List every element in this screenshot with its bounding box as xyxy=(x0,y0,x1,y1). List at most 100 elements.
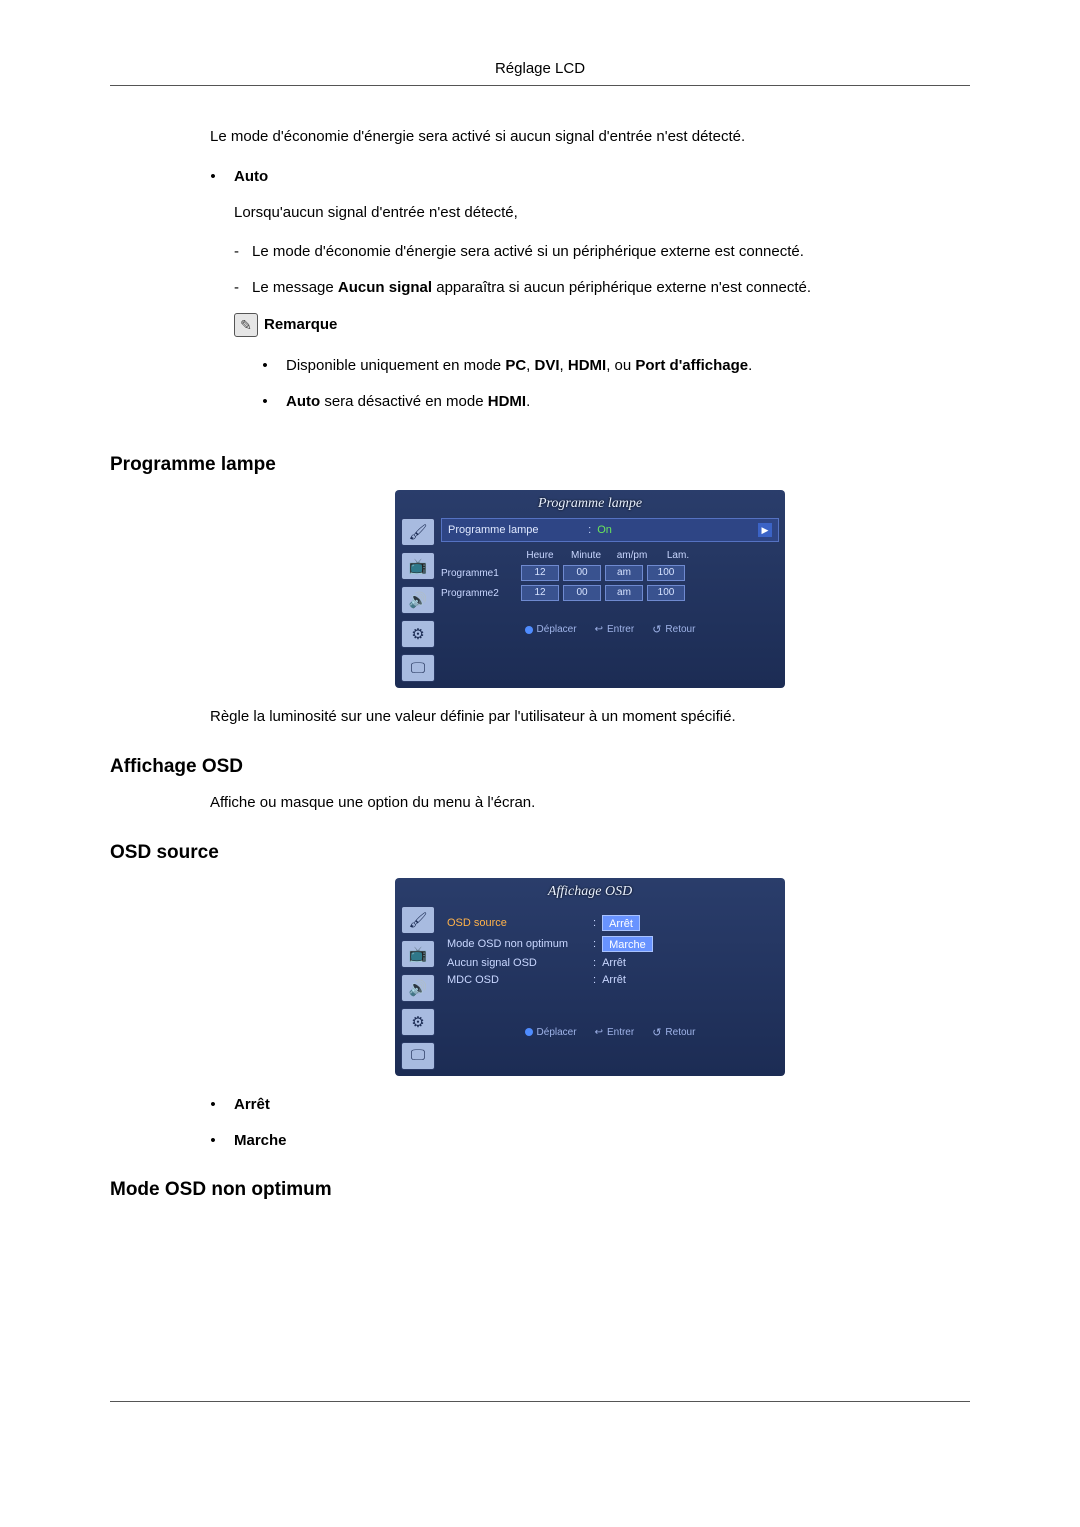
osd-footer: Déplacer ↩Entrer ↺Retour xyxy=(441,623,779,636)
page-title: Réglage LCD xyxy=(495,60,585,77)
osd-screenshot-programme-lampe: Programme lampe 🖌 📺 🔊 ⚙ 🖵 Programme lamp… xyxy=(395,490,785,688)
osd2-r4-value: Arrêt xyxy=(602,974,626,986)
bullet-dot: • xyxy=(210,166,216,427)
osd2-sidebar: 🖌 📺 🔊 ⚙ 🖵 xyxy=(401,906,435,1070)
col-heure: Heure xyxy=(521,550,559,561)
prog1-minute: 00 xyxy=(563,565,601,581)
n1-hdmi: HDMI xyxy=(568,357,606,374)
opt-marche-label: Marche xyxy=(234,1130,970,1152)
osd2-row-1: OSD source : Arrêt xyxy=(447,915,773,931)
osd-sidebar: 🖌 📺 🔊 ⚙ 🖵 xyxy=(401,518,435,682)
n1-pc: PC xyxy=(505,357,526,374)
osd2-row-2: Mode OSD non optimum : Marche xyxy=(447,936,773,952)
col-minute: Minute xyxy=(567,550,605,561)
prog1-lam: 100 xyxy=(647,565,685,581)
osd-display-icon: 🖵 xyxy=(401,654,435,682)
heading-mode-osd-non-optimum: Mode OSD non optimum xyxy=(110,1179,970,1201)
prog1-label: Programme1 xyxy=(441,568,517,579)
remark-label: Remarque xyxy=(264,314,337,336)
heading-osd-source: OSD source xyxy=(110,842,970,864)
prog2-heure: 12 xyxy=(521,585,559,601)
note-2: • Auto sera désactivé en mode HDMI. xyxy=(262,391,970,413)
header-rule xyxy=(110,85,970,86)
osd2-row-3: Aucun signal OSD : Arrêt xyxy=(447,957,773,969)
bullet-dot: • xyxy=(210,1094,216,1116)
osd2-r1-value: Arrêt xyxy=(602,915,640,931)
osd2-r3-label: Aucun signal OSD xyxy=(447,957,587,969)
opt-arret-label: Arrêt xyxy=(234,1094,970,1116)
osd2-r2-value: Marche xyxy=(602,936,653,952)
osd2-r1-label: OSD source xyxy=(447,917,587,929)
prog2-lam: 100 xyxy=(647,585,685,601)
foot-enter: Entrer xyxy=(607,624,634,635)
note-1: • Disponible uniquement en mode PC, DVI,… xyxy=(262,355,970,377)
dash-glyph: - xyxy=(234,277,244,299)
osd-tv-icon: 📺 xyxy=(401,940,435,968)
note-2-text: Auto sera désactivé en mode HDMI. xyxy=(286,391,970,413)
osd-toggle-value: On xyxy=(597,524,612,536)
auto-dash-1: - Le mode d'économie d'énergie sera acti… xyxy=(234,241,970,263)
osd2-r4-label: MDC OSD xyxy=(447,974,587,986)
n1-port: Port d'affichage xyxy=(635,357,748,374)
move-dot-icon xyxy=(525,1028,533,1036)
opt-arret: • Arrêt xyxy=(210,1094,970,1116)
n2-end: . xyxy=(526,393,530,410)
osd2-title: Affichage OSD xyxy=(401,884,779,900)
osd-gear-icon: ⚙ xyxy=(401,620,435,648)
foot2-move: Déplacer xyxy=(537,1027,577,1038)
osd-tv-icon: 📺 xyxy=(401,552,435,580)
osd2-footer: Déplacer ↩ Entrer ↺ Retour xyxy=(447,1026,773,1039)
remark-row: ✎ Remarque xyxy=(234,313,970,337)
enter-icon: ↩ xyxy=(595,624,603,635)
auto-dash-1-text: Le mode d'économie d'énergie sera activé… xyxy=(252,241,970,263)
auto-bullet: • Auto Lorsqu'aucun signal d'entrée n'es… xyxy=(210,166,970,427)
osd-title: Programme lampe xyxy=(401,496,779,512)
osd-gear-icon: ⚙ xyxy=(401,1008,435,1036)
enter-icon: ↩ xyxy=(595,1027,603,1038)
prog1-ampm: am xyxy=(605,565,643,581)
return-icon: ↺ xyxy=(652,623,661,636)
col-ampm: am/pm xyxy=(613,550,651,561)
foot-move: Déplacer xyxy=(537,624,577,635)
prog2-label: Programme2 xyxy=(441,588,517,599)
move-dot-icon xyxy=(525,626,533,634)
n1-s3: , ou xyxy=(606,357,635,374)
auto-dash-2-text: Le message Aucun signal apparaîtra si au… xyxy=(252,277,970,299)
dash2-bold: Aucun signal xyxy=(338,279,432,296)
osd-prog2-row: Programme2 12 00 am 100 xyxy=(441,585,779,601)
dash-glyph: - xyxy=(234,241,244,263)
prog2-minute: 00 xyxy=(563,585,601,601)
n1-end: . xyxy=(748,357,752,374)
bullet-dot: • xyxy=(262,355,268,377)
note-1-text: Disponible uniquement en mode PC, DVI, H… xyxy=(286,355,970,377)
osd-toggle-label: Programme lampe xyxy=(448,524,582,536)
page-header: Réglage LCD xyxy=(110,60,970,85)
col-lam: Lam. xyxy=(659,550,697,561)
osd-arrow-icon: ▶ xyxy=(758,523,772,537)
osd2-r2-label: Mode OSD non optimum xyxy=(447,938,587,950)
return-icon: ↺ xyxy=(652,1026,661,1039)
n1-s2: , xyxy=(560,357,568,374)
bullet-dot: • xyxy=(262,391,268,413)
osd-toggle-row: Programme lampe : On ▶ xyxy=(441,518,779,542)
auto-dash-2: - Le message Aucun signal apparaîtra si … xyxy=(234,277,970,299)
footer-rule xyxy=(110,1401,970,1402)
opt-marche: • Marche xyxy=(210,1130,970,1152)
n1-s1: , xyxy=(526,357,534,374)
osd2-row-4: MDC OSD : Arrêt xyxy=(447,974,773,986)
programme-lampe-desc: Règle la luminosité sur une valeur défin… xyxy=(210,706,970,728)
osd-prog1-row: Programme1 12 00 am 100 xyxy=(441,565,779,581)
auto-label: Auto xyxy=(234,166,970,188)
n1-pre: Disponible uniquement en mode xyxy=(286,357,505,374)
n2-mid: sera désactivé en mode xyxy=(320,393,488,410)
heading-affichage-osd: Affichage OSD xyxy=(110,756,970,778)
foot2-enter: Entrer xyxy=(607,1027,634,1038)
osd-screenshot-affichage-osd: Affichage OSD 🖌 📺 🔊 ⚙ 🖵 OSD source : Arr… xyxy=(395,878,785,1076)
dash2-pre: Le message xyxy=(252,279,338,296)
n2-b1: Auto xyxy=(286,393,320,410)
intro-paragraph: Le mode d'économie d'énergie sera activé… xyxy=(210,126,970,148)
osd-sound-icon: 🔊 xyxy=(401,586,435,614)
bullet-dot: • xyxy=(210,1130,216,1152)
foot2-return: Retour xyxy=(665,1027,695,1038)
n2-b2: HDMI xyxy=(488,393,526,410)
